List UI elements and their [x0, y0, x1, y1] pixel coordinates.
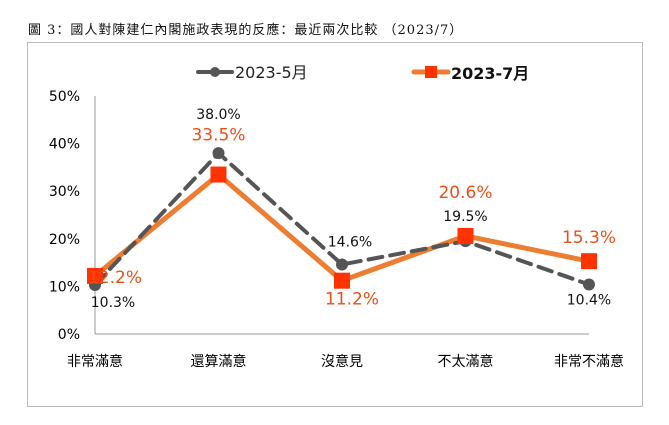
y-tick-label: 50%: [49, 89, 80, 105]
data-label-may: 38.0%: [196, 107, 240, 123]
legend-label-may: 2023-5月: [235, 63, 308, 82]
legend-marker-may: [210, 67, 220, 77]
series-line-may: [93, 150, 591, 287]
data-point-jul: [87, 267, 103, 284]
x-tick-label: 非常滿意: [67, 353, 123, 370]
data-point-jul: [457, 227, 474, 244]
data-point-jul: [334, 272, 350, 289]
data-point-jul: [581, 253, 597, 270]
x-tick-label: 不太滿意: [438, 353, 494, 370]
data-label-may: 10.4%: [567, 292, 611, 308]
y-tick-label: 30%: [49, 184, 80, 200]
x-tick-label: 非常不滿意: [554, 353, 624, 370]
x-tick-label: 沒意見: [321, 353, 363, 370]
x-tick-label: 還算滿意: [191, 353, 247, 370]
data-label-may: 19.5%: [443, 209, 487, 225]
y-tick-label: 10%: [49, 279, 80, 295]
data-label-jul: 20.6%: [438, 183, 492, 203]
data-label-jul: 15.3%: [562, 228, 616, 248]
data-label-jul: 12.2%: [88, 268, 142, 288]
chart-title: 圖 3：國人對陳建仁內閣施政表現的反應：最近兩次比較 （2023/7）: [28, 23, 464, 38]
data-point-may: [336, 258, 348, 271]
y-tick-label: 0%: [58, 327, 80, 343]
data-point-jul: [210, 166, 227, 183]
data-label-jul: 33.5%: [191, 126, 245, 146]
data-label-may: 10.3%: [91, 295, 135, 311]
chart-frame: [27, 42, 643, 407]
legend-label-jul: 2023-7月: [451, 64, 529, 83]
data-label-may: 14.6%: [328, 235, 372, 251]
data-label-jul: 11.2%: [325, 290, 379, 310]
y-tick-label: 40%: [49, 137, 80, 153]
y-tick-label: 20%: [49, 232, 80, 248]
data-point-may: [212, 147, 225, 160]
legend-marker-jul: [425, 66, 437, 78]
data-point-may: [583, 278, 595, 291]
